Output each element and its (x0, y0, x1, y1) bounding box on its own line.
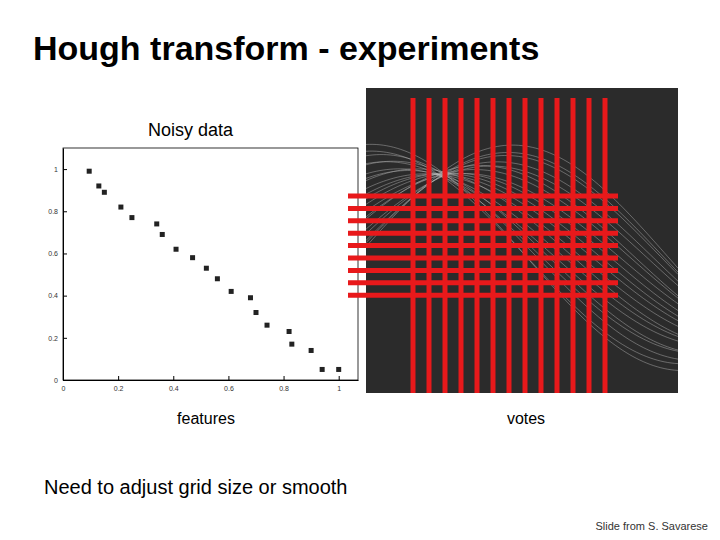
x-tick-label: 1 (337, 385, 341, 392)
y-tick-label: 0.2 (48, 335, 58, 342)
grid-bar-horizontal (348, 268, 618, 273)
votes-label: votes (507, 410, 545, 427)
scatter-point (320, 367, 325, 372)
x-axis-title: features (177, 410, 235, 427)
y-tick-label: 0.8 (48, 208, 58, 215)
scatter-point (265, 323, 270, 328)
scatter-point (229, 289, 234, 294)
scatter-point (309, 348, 314, 353)
plot-frame (63, 148, 358, 380)
y-tick: 0.4 (48, 292, 67, 299)
scatter-points (87, 169, 342, 372)
y-tick-label: 1 (54, 166, 58, 173)
scatter-point (289, 342, 294, 347)
scatter-point (174, 247, 179, 252)
y-tick: 0.6 (48, 250, 67, 257)
x-tick-label: 0.2 (114, 385, 124, 392)
scatter-point (160, 232, 165, 237)
y-tick: 0 (54, 377, 67, 384)
votes-panel (366, 88, 678, 393)
scatter-point (102, 190, 107, 195)
x-tick-label: 0.6 (224, 385, 234, 392)
x-tick: 1 (337, 376, 341, 392)
scatter-point (253, 310, 258, 315)
x-tick-label: 0 (62, 385, 66, 392)
x-tick-mark (173, 376, 174, 380)
x-axis: 0 0.2 0.4 0.6 0.8 1 (62, 376, 359, 392)
scatter-point (248, 295, 253, 300)
x-tick-mark (118, 376, 119, 380)
x-tick: 0.4 (169, 376, 179, 392)
scatter-point (336, 367, 341, 372)
scatter-point (190, 255, 195, 260)
y-tick-mark (63, 296, 67, 297)
slide-title: Hough transform - experiments (33, 29, 539, 67)
plot-background (52, 142, 364, 394)
grid-bar-horizontal (348, 218, 618, 223)
x-tick: 0.2 (114, 376, 124, 392)
x-tick-mark (284, 376, 285, 380)
scatter-point (87, 169, 92, 174)
y-axis-line (63, 149, 64, 381)
y-tick-label: 0.4 (48, 292, 58, 299)
slide-note: Need to adjust grid size or smooth (44, 476, 348, 498)
y-axis: 0 0.2 0.4 0.6 0.8 1 (48, 149, 67, 384)
grid-bar-horizontal (348, 194, 618, 199)
grid-bar-horizontal (348, 280, 618, 285)
grid-bar-horizontal (348, 243, 618, 248)
scatter-point (204, 266, 209, 271)
y-tick-label: 0 (54, 377, 58, 384)
y-tick: 0.8 (48, 208, 67, 215)
scatter-point (96, 183, 101, 188)
grid-bar-horizontal (348, 256, 618, 261)
scatter-point (129, 215, 134, 220)
y-tick-mark (63, 253, 67, 254)
slide: Hough transform - experiments Noisy data 0… (0, 0, 720, 540)
x-tick-mark (228, 376, 229, 380)
slide-credit: Slide from S. Savarese (596, 520, 709, 532)
y-tick: 0.2 (48, 335, 67, 342)
y-tick-mark (63, 338, 67, 339)
y-tick-label: 0.6 (48, 250, 58, 257)
y-tick-mark (63, 211, 67, 212)
grid-bar-horizontal (348, 293, 618, 298)
chart-title: Noisy data (148, 120, 234, 140)
scatter-point (215, 276, 220, 281)
x-tick-mark (339, 376, 340, 380)
grid-bar-horizontal (348, 231, 618, 236)
x-tick: 0.6 (224, 376, 234, 392)
y-tick-mark (63, 380, 67, 381)
x-tick-label: 0.4 (169, 385, 179, 392)
scatter-point (287, 329, 292, 334)
x-tick: 0.8 (279, 376, 289, 392)
x-axis-line (64, 380, 359, 381)
y-tick: 1 (54, 166, 67, 173)
scatter-point (154, 221, 159, 226)
x-tick-label: 0.8 (279, 385, 289, 392)
red-grid (348, 98, 618, 393)
y-tick-mark (63, 169, 67, 170)
scatter-point (118, 205, 123, 210)
grid-bar-horizontal (348, 206, 618, 211)
